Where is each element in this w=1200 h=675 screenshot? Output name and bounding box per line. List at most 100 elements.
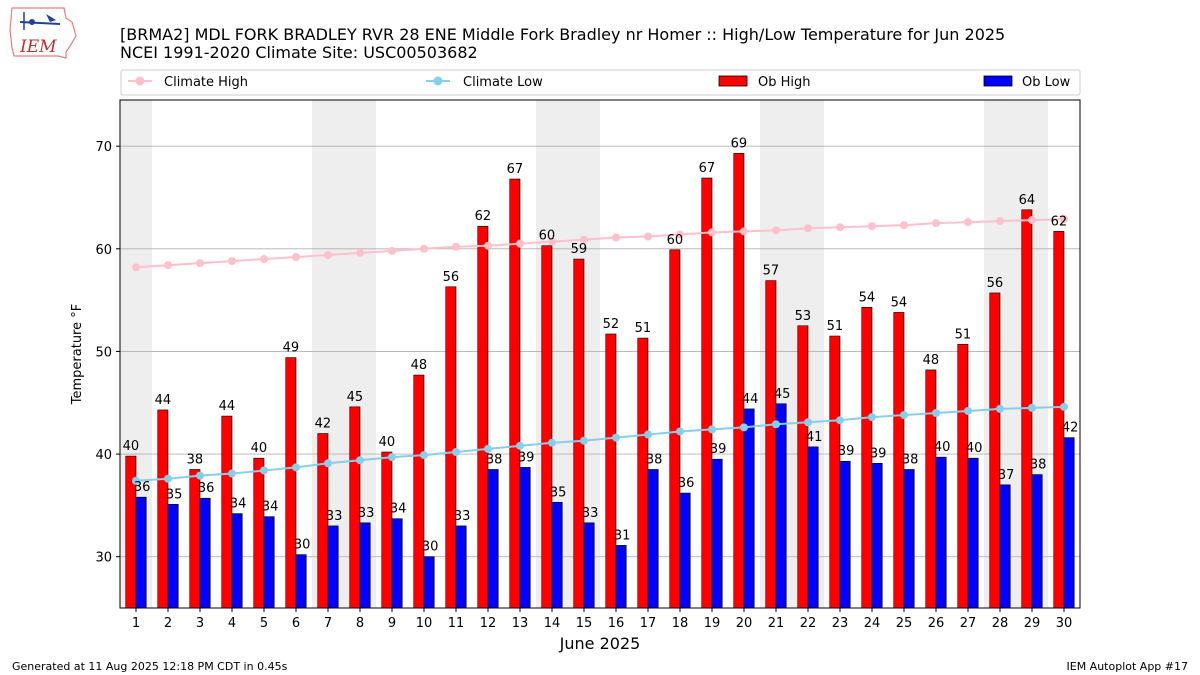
ob-low-bar (711, 458, 723, 609)
ob-high-label: 67 (699, 161, 716, 176)
ob-high-label: 56 (443, 270, 460, 285)
climate-high-point (1028, 216, 1036, 225)
ob-high-bar (541, 245, 553, 609)
ob-high-bar (765, 280, 777, 609)
ob-high-label: 56 (987, 276, 1004, 291)
ob-low-label: 30 (422, 540, 439, 555)
ob-high-label: 40 (123, 439, 140, 454)
x-tick-label: 10 (416, 616, 433, 631)
ob-low-label: 38 (902, 452, 919, 467)
ob-high-bar (701, 177, 713, 609)
climate-high-point (772, 226, 780, 235)
ob-low-label: 39 (710, 442, 727, 457)
ob-low-label: 40 (934, 440, 951, 455)
ob-high-bar (573, 258, 585, 609)
climate-high-point (804, 224, 812, 233)
ob-high-label: 42 (315, 417, 332, 432)
climate-low-point (484, 444, 492, 453)
ob-low-bar (967, 457, 979, 609)
climate-high-point (164, 261, 172, 270)
ob-low-label: 30 (294, 538, 311, 553)
legend-climate-high-label: Climate High (164, 75, 248, 90)
climate-high-point (996, 217, 1004, 226)
ob-low-bar (583, 522, 595, 609)
ob-low-label: 33 (358, 506, 375, 521)
climate-low-point (836, 416, 844, 425)
climate-low-point (772, 420, 780, 429)
climate-high-point (484, 241, 492, 250)
climate-low-point (996, 404, 1004, 413)
x-tick-label: 1 (132, 616, 140, 631)
x-tick-label: 5 (260, 616, 268, 631)
ob-low-label: 38 (1030, 458, 1047, 473)
climate-high-point (676, 230, 684, 239)
climate-low-point (452, 448, 460, 457)
ob-high-label: 60 (539, 229, 556, 244)
ob-low-bar (679, 492, 691, 609)
climate-high-point (420, 244, 428, 253)
ob-high-label: 64 (1019, 193, 1036, 208)
climate-low-point (228, 469, 236, 478)
ob-low-label: 39 (518, 450, 535, 465)
ob-low-label: 33 (326, 509, 343, 524)
y-tick-label: 70 (95, 140, 112, 155)
climate-low-point (388, 453, 396, 462)
footer-generated: Generated at 11 Aug 2025 12:18 PM CDT in… (12, 660, 288, 673)
x-tick-label: 29 (1024, 616, 1041, 631)
climate-low-point (964, 406, 972, 415)
climate-lines (132, 215, 1068, 485)
ob-low-label: 34 (390, 502, 407, 517)
x-tick-label: 8 (356, 616, 364, 631)
climate-high-line (135, 218, 1065, 269)
ob-low-bar (135, 496, 147, 609)
climate-high-point (932, 219, 940, 228)
climate-high-point (708, 228, 716, 237)
climate-low-line (135, 405, 1065, 482)
chart-subtitle: NCEI 1991-2020 Climate Site: USC00503682 (120, 43, 478, 62)
ob-high-label: 59 (571, 242, 588, 257)
climate-low-point (708, 425, 716, 434)
ob-low-label: 37 (998, 468, 1015, 483)
climate-low-point (932, 409, 940, 418)
ob-low-bar (935, 456, 947, 609)
climate-high-point (1060, 215, 1068, 224)
ob-low-label: 39 (838, 444, 855, 459)
ob-high-label: 52 (603, 317, 620, 332)
ob-high-label: 51 (955, 327, 972, 342)
x-tick-label: 2 (164, 616, 172, 631)
ob-low-bar (487, 469, 499, 609)
ob-low-bar (455, 525, 467, 609)
ob-high-label: 54 (891, 295, 908, 310)
ob-low-bar (263, 516, 275, 609)
x-tick-label: 25 (896, 616, 913, 631)
ob-high-bar (445, 286, 457, 609)
grid-lines (120, 145, 1080, 558)
climate-low-point (804, 418, 812, 427)
ob-low-label: 38 (646, 452, 663, 467)
ob-high-bar (989, 292, 1001, 609)
ob-low-label: 38 (486, 452, 503, 467)
climate-high-point (612, 233, 620, 242)
ob-high-bar (285, 357, 297, 609)
ob-high-label: 67 (507, 162, 524, 177)
climate-low-point (196, 471, 204, 480)
climate-high-point (900, 221, 908, 230)
x-tick-label: 12 (480, 616, 497, 631)
climate-low-point (644, 430, 652, 439)
legend-climate-low: Climate Low (426, 75, 543, 90)
legend-ob-low-label: Ob Low (1022, 75, 1071, 90)
ob-high-label: 69 (731, 136, 748, 151)
legend-ob-low: Ob Low (983, 75, 1071, 90)
climate-high-point (260, 255, 268, 264)
iem-logo: IEM (9, 7, 77, 59)
ob-high-label: 54 (859, 290, 876, 305)
ob-low-bar (231, 513, 243, 609)
ob-low-bar (903, 469, 915, 609)
x-tick-label: 9 (388, 616, 396, 631)
ob-low-bar (1031, 474, 1043, 609)
climate-high-point (548, 237, 556, 246)
climate-low-point (356, 456, 364, 465)
ob-high-label: 51 (827, 319, 844, 334)
legend-climate-high: Climate High (128, 75, 248, 90)
ob-high-label: 53 (795, 309, 812, 324)
